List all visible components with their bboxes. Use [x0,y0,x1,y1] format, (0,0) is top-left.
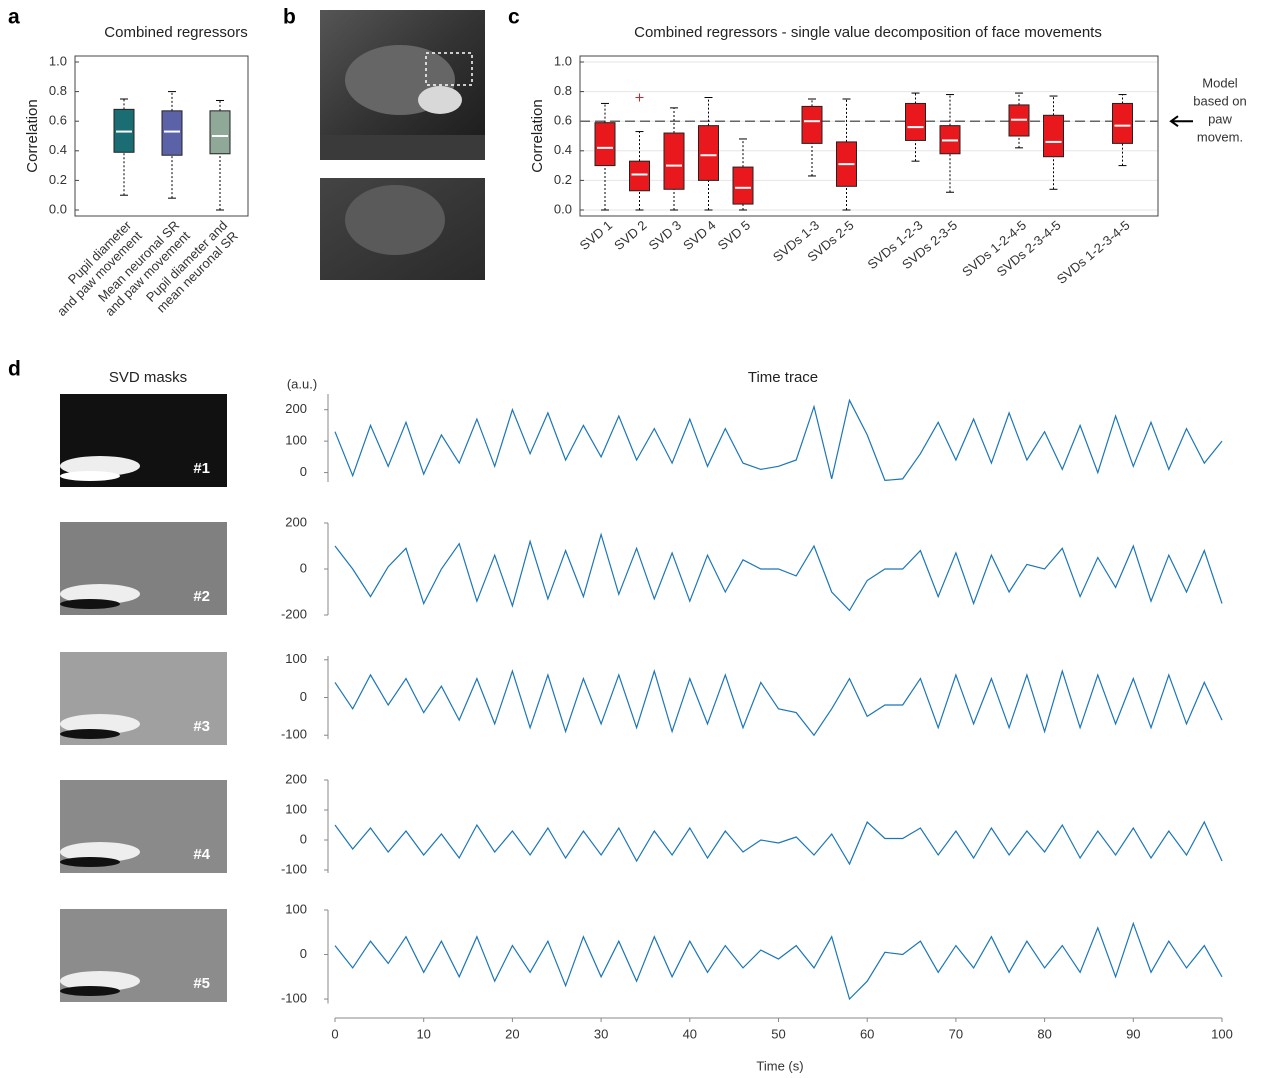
mask-detail [60,729,120,739]
x-tick-label: 40 [683,1026,697,1041]
x-tick-label: 100 [1211,1026,1233,1041]
x-tick-label: 50 [771,1026,785,1041]
trace [335,671,1222,735]
mask-detail [60,986,120,996]
outlier [636,94,644,102]
mask-detail [60,471,120,481]
trace [335,822,1222,864]
panel-letter: b [283,6,296,29]
y-tick-label: 0.8 [49,83,67,98]
reference-label: Model [1202,75,1238,90]
reference-label: based on [1193,93,1247,108]
box [595,123,615,166]
y-tick-label: -100 [281,990,307,1005]
reference-label: paw [1208,111,1232,126]
x-tick-label: 60 [860,1026,874,1041]
box [699,126,719,181]
panel-letter: d [8,358,21,381]
y-tick-label: 100 [285,651,307,666]
y-tick-label: 0.2 [49,172,67,187]
x-tick-label: SVD 5 [715,217,753,253]
x-tick-label: SVD 2 [611,217,649,253]
y-tick-label: 100 [285,433,307,448]
y-tick-label: 200 [285,514,307,529]
box [210,111,230,154]
x-tick-label: SVDs 1-2-3-4-5 [1054,217,1133,287]
y-tick-label: 1.0 [554,53,572,68]
panel-letter: a [8,6,20,29]
box [1113,103,1133,143]
y-tick-label: 0 [300,560,307,575]
mask-label: #5 [193,975,210,992]
x-tick-label: 10 [416,1026,430,1041]
x-tick-label: SVD 4 [680,217,718,253]
masks: #1 #2 #3 #4 #5 [60,394,227,1002]
mask-label: #1 [193,460,210,477]
chart-title: Combined regressors - single value decom… [634,24,1102,41]
box [664,133,684,189]
y-tick-label: 0 [300,831,307,846]
y-tick-label: 0.4 [49,142,67,157]
y-tick-label: -100 [281,727,307,742]
y-axis-label: Correlation [24,99,41,172]
y-tick-label: 0.2 [554,172,572,187]
mask-label: #4 [193,846,210,863]
y-tick-label: 100 [285,901,307,916]
x-tick-label: 70 [949,1026,963,1041]
y-tick-label: 0.6 [554,113,572,128]
trace [335,923,1222,999]
x-tick-label: 0 [331,1026,338,1041]
chart-title: Time trace [748,369,818,386]
y-tick-label: 0 [300,464,307,479]
y-tick-label: 0.0 [554,201,572,216]
y-tick-label: 0.0 [49,201,67,216]
y-unit-label: (a.u.) [287,376,317,391]
y-tick-label: 1.0 [49,53,67,68]
y-tick-label: 0.4 [554,142,572,157]
y-tick-label: 0 [300,689,307,704]
x-tick-label: 20 [505,1026,519,1041]
photo-detail [320,135,485,160]
x-axis-label: Time (s) [756,1058,803,1073]
panel-letter: c [508,6,520,29]
box [162,111,182,155]
y-tick-label: -100 [281,861,307,876]
trace [335,535,1222,611]
x-tick-label: 80 [1037,1026,1051,1041]
box [1044,115,1064,156]
x-tick-label: 90 [1126,1026,1140,1041]
y-tick-label: 200 [285,401,307,416]
figure: a b c d SVD masks #1 #2 #3 #4 #5 Combined re… [0,0,1263,1078]
mask-detail [60,857,120,867]
mask-detail [60,599,120,609]
masks-title: SVD masks [109,369,187,386]
x-tick-label: SVD 3 [646,217,684,253]
mask-label: #3 [193,718,210,735]
chart-title: Combined regressors [104,24,247,41]
y-tick-label: 100 [285,801,307,816]
mask-label: #2 [193,588,210,605]
box [906,103,926,140]
box [733,167,753,204]
box [630,161,650,191]
y-tick-label: 0 [300,946,307,961]
x-tick-label: 30 [594,1026,608,1041]
photo-detail [345,185,445,255]
trace [335,400,1222,480]
y-tick-label: 0.8 [554,83,572,98]
x-tick-label: SVD 1 [577,217,615,253]
box [802,106,822,143]
reference-label: movem. [1197,129,1243,144]
y-tick-label: 200 [285,771,307,786]
reference-arrow [1171,116,1193,126]
photo-detail [418,86,462,114]
y-tick-label: 0.6 [49,113,67,128]
y-axis-label: Correlation [529,99,546,172]
y-tick-label: -200 [281,606,307,621]
